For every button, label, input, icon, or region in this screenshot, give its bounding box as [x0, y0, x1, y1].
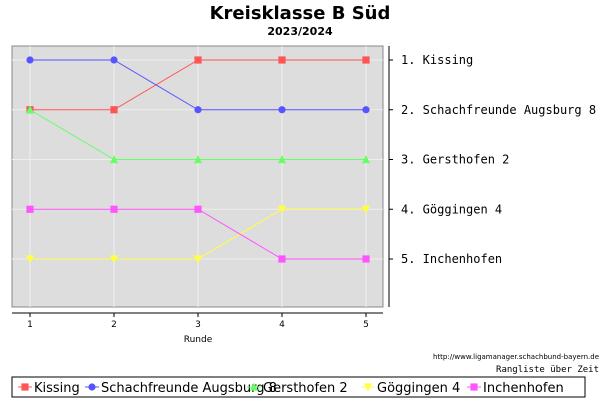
ranking-labels: 1. Kissing 2. Schachfreunde Augsburg 8 3. …	[401, 53, 596, 266]
legend-box	[11, 376, 586, 398]
x-tick-label: 3	[195, 320, 201, 330]
axes: 1 2 3 4 5	[12, 46, 393, 330]
legend-item: Schachfreunde Augsburg 8	[85, 381, 277, 396]
legend-swatch-marker	[249, 382, 259, 391]
x-tick-label: 1	[27, 320, 33, 330]
series-layer	[25, 56, 371, 264]
x-tick-label: 5	[363, 320, 369, 330]
chart-subtitle: 2023/2024	[267, 25, 333, 38]
ranking-label: 1. Kissing	[401, 53, 473, 67]
footer-caption: Rangliste über Zeit	[496, 365, 599, 375]
data-point	[109, 155, 119, 164]
data-point	[278, 106, 286, 114]
ranking-label: 4. Göggingen 4	[401, 202, 502, 216]
legend-swatch-marker	[21, 383, 29, 391]
x-tick-label: 2	[111, 320, 117, 330]
data-point	[194, 205, 202, 213]
series-3	[25, 205, 371, 264]
data-point	[362, 106, 370, 114]
series-4	[26, 205, 370, 263]
legend: Kissing Schachfreunde Augsburg 8Gersthofe…	[18, 381, 564, 396]
footer-url: http://www.ligamanager.schachbund-bayern…	[433, 353, 599, 361]
legend-swatch-marker	[88, 383, 96, 391]
legend-swatch-marker	[363, 383, 373, 392]
data-point	[193, 155, 203, 164]
data-point	[362, 56, 370, 64]
legend-item: Gersthofen 2	[247, 381, 348, 396]
ranking-label: 2. Schachfreunde Augsburg 8	[401, 103, 596, 117]
data-point	[277, 155, 287, 164]
data-point	[25, 105, 35, 114]
data-point	[193, 255, 203, 264]
legend-label: Gersthofen 2	[263, 381, 348, 396]
data-point	[26, 56, 34, 64]
legend-label: Kissing	[34, 381, 80, 396]
data-point	[278, 255, 286, 263]
x-tick-label: 4	[279, 320, 285, 330]
ranking-label: 5. Inchenhofen	[401, 252, 502, 266]
data-point	[25, 255, 35, 264]
data-point	[362, 255, 370, 263]
legend-label: Schachfreunde Augsburg 8	[101, 381, 277, 396]
data-point	[110, 106, 118, 114]
data-point	[361, 155, 371, 164]
legend-item: Inchenhofen	[467, 381, 564, 396]
data-point	[110, 205, 118, 213]
legend-swatch-marker	[470, 383, 478, 391]
legend-item: Kissing	[18, 381, 80, 396]
data-point	[109, 255, 119, 264]
legend-item: Göggingen 4	[361, 381, 460, 396]
data-point	[110, 56, 118, 64]
data-point	[26, 205, 34, 213]
data-point	[278, 56, 286, 64]
data-point	[277, 205, 287, 214]
chart-title: Kreisklasse B Süd	[210, 3, 391, 24]
data-point	[361, 205, 371, 214]
data-point	[194, 106, 202, 114]
series-1	[26, 56, 370, 114]
legend-label: Göggingen 4	[377, 381, 460, 396]
data-point	[194, 56, 202, 64]
x-axis-label: Runde	[184, 335, 213, 345]
series-2	[25, 105, 371, 164]
ranking-label: 3. Gersthofen 2	[401, 153, 509, 167]
legend-label: Inchenhofen	[483, 381, 564, 396]
